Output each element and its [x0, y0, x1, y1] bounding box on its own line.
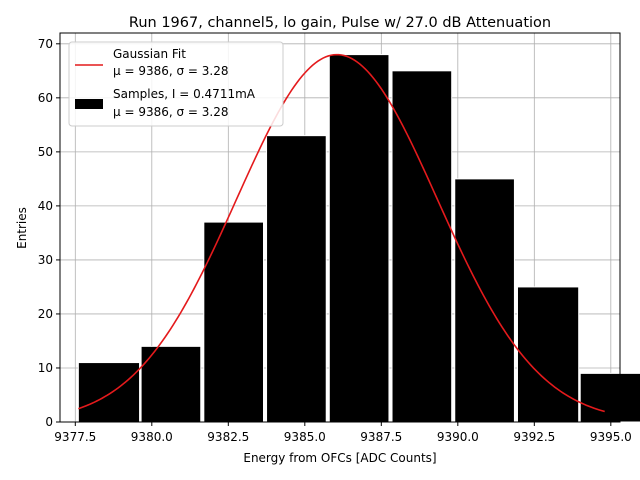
x-tick-label: 9385.0	[284, 430, 326, 444]
x-tick-label: 9380.0	[131, 430, 173, 444]
chart-title: Run 1967, channel5, lo gain, Pulse w/ 27…	[129, 15, 551, 31]
x-tick-label: 9377.5	[54, 430, 96, 444]
x-axis-ticks: 9377.5 9380.0 9382.5 9385.0 9387.5 9390.0 9392…	[54, 422, 632, 444]
y-tick-label: 0	[45, 415, 53, 429]
y-tick-label: 60	[38, 91, 53, 105]
y-axis-ticks: 0 10 20 30 40 50 60 70	[38, 37, 60, 429]
histogram-bar-5	[328, 54, 390, 423]
y-tick-label: 50	[38, 145, 53, 159]
x-axis-label: Energy from OFCs [ADC Counts]	[243, 451, 436, 465]
legend-box	[68, 41, 284, 127]
y-axis-label: Entries	[15, 207, 29, 249]
histogram-bar-1	[77, 362, 141, 423]
x-tick-label: 9382.5	[207, 430, 249, 444]
y-tick-label: 40	[38, 199, 53, 213]
y-tick-label: 20	[38, 307, 53, 321]
histogram-bar-4	[266, 135, 327, 423]
histogram-bar-2	[140, 345, 202, 423]
x-tick-label: 9395.0	[590, 430, 632, 444]
histogram-bars	[77, 54, 640, 423]
y-tick-label: 30	[38, 253, 53, 267]
legend-samples-label: Samples, I = 0.4711mA	[113, 87, 256, 101]
histogram-bar-3	[203, 221, 264, 423]
legend-samples-stats: μ = 9386, σ = 3.28	[113, 105, 229, 119]
histogram-bar-8	[516, 286, 580, 423]
x-tick-label: 9392.5	[513, 430, 555, 444]
histogram-bar-7	[454, 178, 515, 423]
histogram-bar-9	[579, 372, 640, 423]
plot-area-frame	[59, 32, 621, 423]
legend-fit-stats: μ = 9386, σ = 3.28	[113, 64, 229, 78]
y-tick-label: 10	[38, 361, 53, 375]
gaussian-fit-curve	[78, 53, 605, 413]
y-tick-label: 70	[38, 37, 53, 51]
x-tick-label: 9387.5	[360, 430, 402, 444]
x-tick-label: 9390.0	[437, 430, 479, 444]
legend-samples-swatch	[75, 99, 103, 109]
gaussian-fit-layer	[78, 53, 605, 413]
legend-fit-label: Gaussian Fit	[113, 47, 186, 61]
legend: Gaussian Fit μ = 9386, σ = 3.28 Samples,…	[68, 41, 284, 127]
